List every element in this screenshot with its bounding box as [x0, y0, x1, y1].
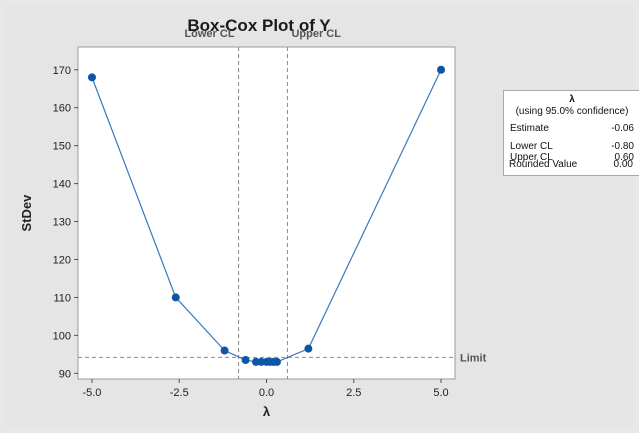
y-tick-label: 160	[53, 103, 71, 115]
plot-area	[77, 46, 456, 380]
y-tick-label: 130	[53, 217, 71, 229]
data-point	[87, 73, 96, 82]
x-axis-label: λ	[263, 404, 271, 419]
lower-cl-label: Lower CL	[184, 28, 234, 40]
x-tick-label: 5.0	[433, 387, 448, 399]
y-tick-label: 90	[59, 368, 71, 380]
y-tick-label: 150	[53, 141, 71, 153]
data-point	[272, 357, 281, 366]
data-point	[304, 344, 313, 353]
data-point	[437, 65, 446, 74]
estimate-label: Estimate	[510, 123, 549, 134]
lambda-summary-box: λ (using 95.0% confidence) Estimate -0.0…	[503, 90, 639, 176]
y-tick-label: 110	[53, 292, 71, 304]
summary-title: λ	[569, 94, 575, 105]
upper-cl-label: Upper CL	[291, 28, 341, 40]
limit-label: Limit	[460, 352, 487, 364]
chart-title: Box-Cox Plot of Y	[187, 16, 331, 35]
lower-cl-row: Lower CL -0.80	[510, 141, 634, 152]
y-tick-label: 100	[53, 330, 71, 342]
box-cox-chart: Box-Cox Plot of Y -5.0 -2.5 0.0 2.5 5.0 90 100…	[19, 16, 487, 419]
upper-cl-value: 0.60	[614, 152, 634, 163]
data-point	[241, 356, 250, 365]
rounded-value: 0.00	[613, 159, 633, 170]
y-tick-label: 120	[53, 254, 71, 266]
data-point	[171, 293, 180, 302]
x-tick-label: -2.5	[170, 387, 189, 399]
rounded-value-row: Rounded Value 0.00	[509, 159, 633, 170]
x-tick-label: 2.5	[346, 387, 361, 399]
estimate-row: Estimate -0.06	[510, 123, 634, 134]
y-tick-label: 170	[53, 65, 71, 77]
x-tick-label: -5.0	[82, 387, 101, 399]
y-tick-label: 140	[53, 179, 71, 191]
chart-frame: Box-Cox Plot of Y -5.0 -2.5 0.0 2.5 5.0 90 100…	[5, 5, 639, 427]
estimate-value: -0.06	[611, 123, 634, 134]
data-point	[220, 346, 229, 355]
y-axis-label: StDev	[19, 194, 34, 232]
x-tick-label: 0.0	[259, 387, 274, 399]
lower-cl-row-label: Lower CL	[510, 141, 553, 152]
upper-cl-row: Upper CL 0.60	[510, 152, 634, 163]
lower-cl-value: -0.80	[611, 141, 634, 152]
summary-subtitle: (using 95.0% confidence)	[515, 106, 629, 117]
rounded-value-label: Rounded Value	[509, 159, 578, 170]
upper-cl-row-label: Upper CL	[510, 152, 553, 163]
